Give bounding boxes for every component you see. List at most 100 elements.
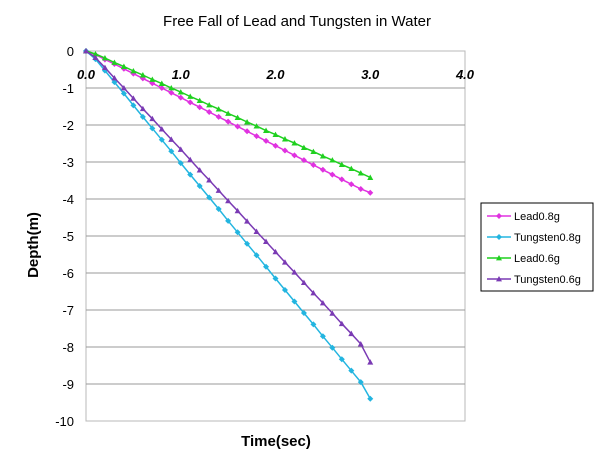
data-point — [329, 310, 336, 316]
y-axis-label: Depth(m) — [25, 212, 42, 278]
data-point — [263, 137, 270, 144]
y-tick-label: -6 — [62, 266, 74, 281]
data-point — [215, 113, 222, 120]
data-point — [367, 359, 374, 365]
series-tungsten0.6g — [83, 48, 374, 365]
data-point — [206, 102, 213, 108]
data-point — [139, 72, 146, 78]
x-axis-label: Time(sec) — [241, 433, 311, 450]
data-point — [177, 160, 184, 167]
data-point — [291, 298, 298, 305]
chart-title: Free Fall of Lead and Tungsten in Water — [163, 13, 431, 30]
data-point — [272, 275, 279, 282]
data-point — [281, 147, 288, 154]
data-point — [149, 76, 156, 82]
data-point — [319, 166, 326, 173]
x-tick-label: 3.0 — [361, 67, 380, 82]
data-point — [272, 248, 279, 255]
data-point — [168, 85, 175, 91]
data-point — [83, 48, 89, 54]
data-point — [215, 187, 222, 193]
data-point — [348, 330, 355, 337]
data-point — [130, 67, 137, 74]
data-point — [319, 299, 326, 306]
data-point — [348, 165, 355, 172]
data-point — [101, 64, 108, 71]
data-point — [272, 142, 279, 149]
y-tick-labels: 0 -1 -2 -3 -4 -5 -6 -7 -8 -9 -10 — [55, 44, 74, 429]
data-point — [253, 228, 260, 234]
y-tick-label: -5 — [62, 229, 74, 244]
data-point — [281, 287, 288, 294]
y-tick-label: -7 — [62, 303, 74, 318]
data-point — [177, 94, 184, 101]
data-point — [263, 238, 270, 244]
data-point — [187, 99, 194, 106]
data-point — [357, 379, 364, 386]
data-point — [329, 157, 336, 163]
data-point — [158, 80, 165, 86]
data-point — [291, 269, 298, 275]
data-point — [496, 255, 502, 261]
data-point — [196, 183, 203, 190]
data-point — [225, 110, 232, 116]
data-point — [244, 119, 251, 125]
data-point — [310, 161, 317, 168]
data-point — [367, 174, 374, 180]
data-point — [338, 356, 345, 363]
data-point — [253, 252, 260, 259]
data-point — [225, 197, 232, 204]
data-point — [244, 240, 251, 247]
data-point — [367, 395, 374, 402]
data-point — [496, 213, 502, 219]
y-tick-label: -4 — [62, 192, 74, 207]
data-point — [300, 309, 307, 316]
data-point — [168, 136, 175, 142]
data-point — [329, 171, 336, 178]
data-point — [281, 136, 288, 142]
data-point — [168, 148, 175, 155]
data-point — [281, 259, 288, 265]
data-point — [244, 218, 251, 224]
data-point — [215, 106, 222, 112]
data-point — [111, 59, 118, 65]
data-point — [319, 153, 326, 159]
data-point — [234, 114, 241, 120]
legend-label: Tungsten0.8g — [514, 232, 581, 244]
data-point — [206, 194, 213, 201]
legend: Lead0.8g Tungsten0.8g Lead0.6g Tungsten0.6g — [480, 202, 594, 292]
legend-item: Tungsten0.6g — [487, 274, 581, 286]
data-point — [130, 102, 137, 109]
data-point — [92, 54, 99, 61]
data-point — [206, 177, 213, 183]
data-point — [253, 123, 260, 129]
data-point — [496, 234, 502, 240]
data-point — [300, 144, 307, 150]
data-point — [225, 118, 232, 125]
data-point — [149, 125, 156, 132]
x-tick-label: 2.0 — [265, 67, 285, 82]
data-point — [338, 320, 345, 327]
data-point — [187, 93, 194, 99]
data-point — [291, 152, 298, 159]
data-point — [234, 207, 241, 214]
data-point — [319, 333, 326, 340]
data-point — [272, 131, 279, 138]
series-tungsten0.8g — [83, 48, 374, 402]
data-point — [291, 140, 298, 146]
y-tick-label: -10 — [55, 414, 74, 429]
data-point — [234, 229, 241, 236]
x-tick-label: 1.0 — [172, 67, 191, 82]
data-point — [357, 341, 364, 347]
data-point — [111, 75, 118, 81]
y-tick-label: -1 — [62, 81, 74, 96]
data-point — [177, 89, 184, 95]
data-point — [196, 167, 203, 173]
data-point — [168, 89, 175, 96]
y-tick-label: -2 — [62, 118, 74, 133]
data-point — [263, 263, 270, 270]
data-point — [310, 289, 317, 296]
data-point — [139, 113, 146, 120]
data-point — [300, 279, 307, 286]
